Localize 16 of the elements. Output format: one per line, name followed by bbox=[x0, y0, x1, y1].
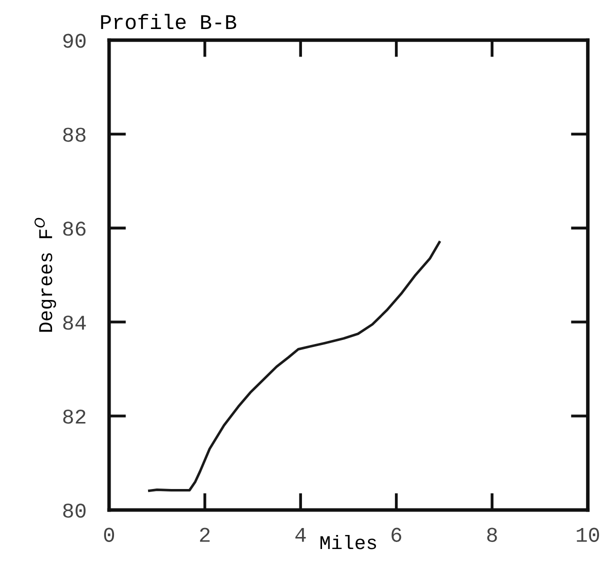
x-tick-label: 8 bbox=[487, 528, 497, 542]
y-tick-label: 88 bbox=[63, 128, 86, 142]
y-tick-label: 82 bbox=[63, 410, 86, 424]
x-tick-label: 10 bbox=[576, 528, 600, 542]
x-axis-title: Miles bbox=[320, 534, 376, 550]
y-tick-label: 86 bbox=[63, 222, 86, 236]
y-tick-label: 80 bbox=[63, 504, 86, 518]
y-axis-title: Degrees F$^{O}$ bbox=[34, 218, 56, 332]
chart-title: Profile B-B bbox=[101, 14, 236, 30]
x-tick-label: 6 bbox=[392, 528, 402, 542]
x-tick-label: 4 bbox=[295, 528, 306, 542]
line-series bbox=[148, 240, 441, 492]
y-tick-label: 90 bbox=[63, 34, 86, 48]
y-tick-label: 84 bbox=[63, 316, 86, 330]
x-tick-label: 2 bbox=[200, 528, 210, 542]
x-tick-label: 0 bbox=[104, 528, 114, 542]
